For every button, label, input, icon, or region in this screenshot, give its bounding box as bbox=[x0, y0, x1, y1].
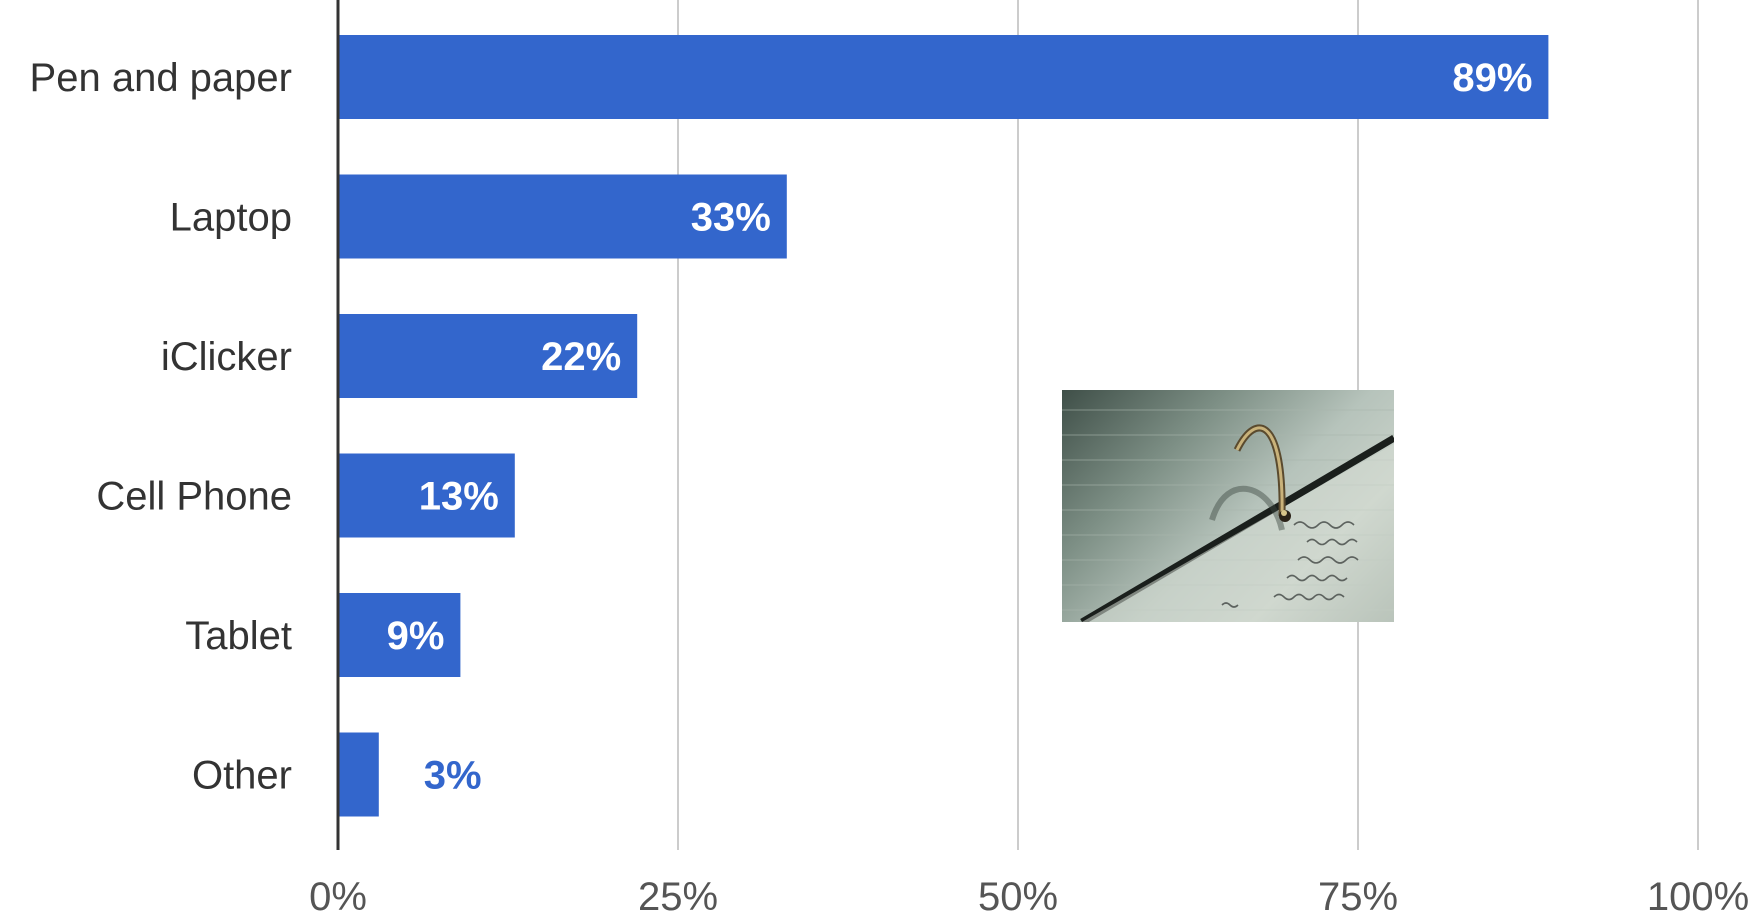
category-label: Cell Phone bbox=[96, 475, 292, 519]
x-tick-label: 100% bbox=[1647, 875, 1749, 918]
value-label: 9% bbox=[387, 614, 445, 658]
bar-cell-phone bbox=[338, 453, 515, 538]
bar-pen-and-paper bbox=[338, 35, 1549, 119]
value-label: 33% bbox=[691, 196, 771, 240]
value-label: 3% bbox=[424, 754, 482, 798]
value-label: 22% bbox=[541, 335, 621, 379]
category-label: Tablet bbox=[185, 614, 292, 658]
bar-iclicker bbox=[338, 314, 638, 398]
category-label: Laptop bbox=[170, 196, 292, 240]
bar-laptop bbox=[338, 174, 787, 259]
bar-other bbox=[338, 732, 379, 817]
value-label: 13% bbox=[419, 475, 499, 519]
category-label: Pen and paper bbox=[30, 56, 292, 100]
label-layer: 0% 25% 50% 75% 100% Pen and paper 89% Laptop 33%… bbox=[30, 56, 1750, 918]
x-tick-label: 75% bbox=[1318, 875, 1398, 918]
category-label: iClicker bbox=[161, 335, 292, 379]
category-label: Other bbox=[192, 754, 292, 798]
x-tick-label: 50% bbox=[978, 875, 1058, 918]
x-tick-label: 25% bbox=[638, 875, 718, 918]
bar-layer bbox=[338, 35, 1549, 817]
bar-tablet bbox=[338, 593, 461, 677]
notebook-photo bbox=[1062, 390, 1394, 622]
x-tick-label: 0% bbox=[309, 875, 367, 918]
value-label: 89% bbox=[1452, 56, 1532, 100]
